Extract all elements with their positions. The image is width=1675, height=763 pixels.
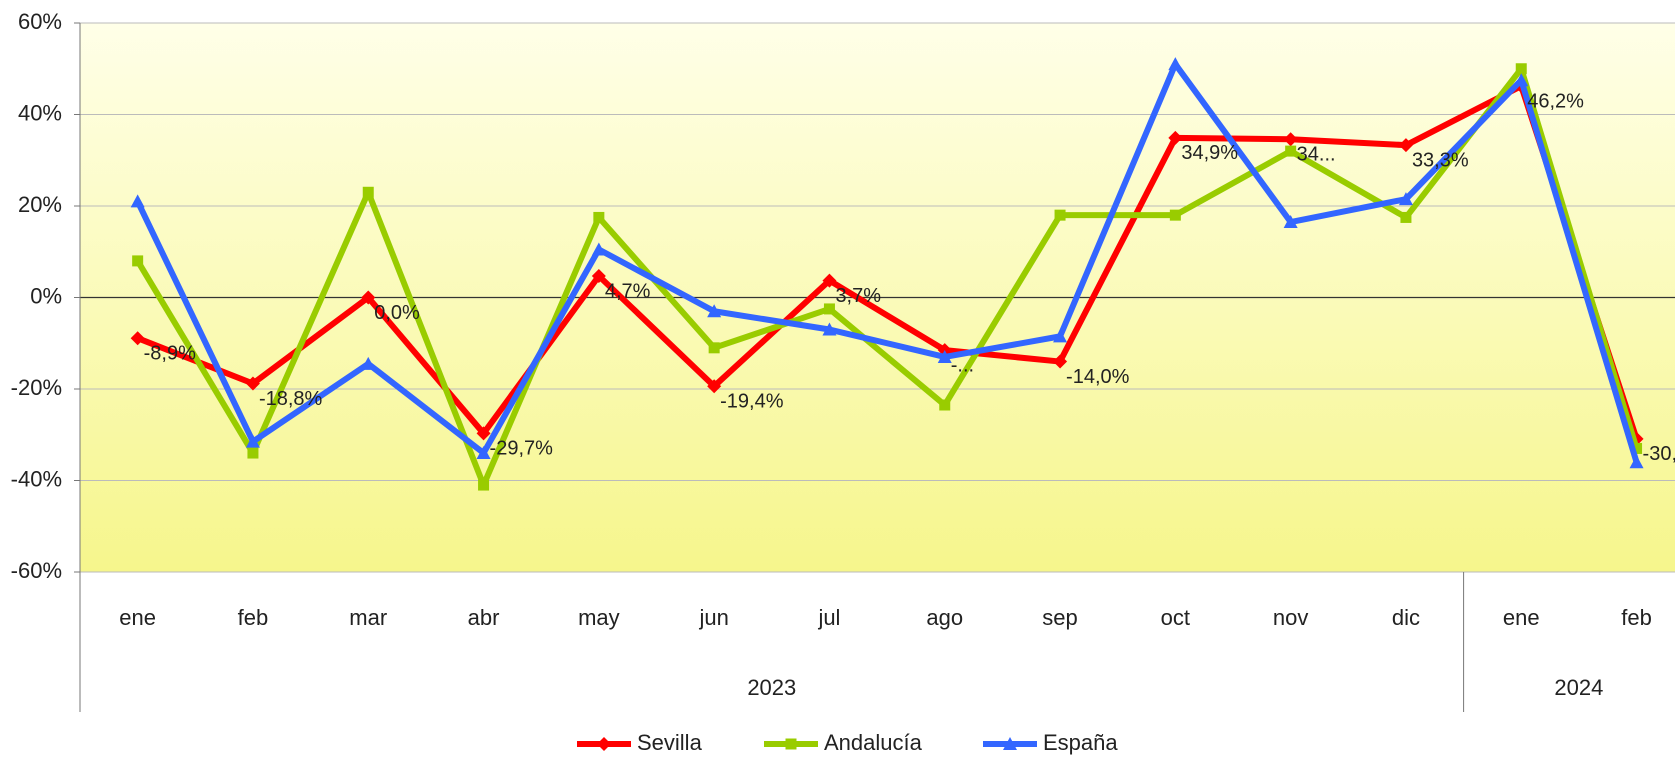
y-tick-label: 40% bbox=[18, 100, 62, 125]
data-label: -30,9% bbox=[1643, 443, 1675, 465]
legend-marker bbox=[597, 737, 611, 751]
x-tick-label: ago bbox=[926, 605, 963, 630]
point bbox=[823, 303, 835, 315]
point bbox=[245, 376, 260, 391]
data-label: 46,2% bbox=[1527, 90, 1584, 112]
data-label: -29,7% bbox=[490, 438, 554, 460]
data-label: -... bbox=[951, 354, 974, 376]
point bbox=[1168, 57, 1183, 71]
point bbox=[593, 211, 605, 223]
point bbox=[245, 434, 260, 448]
x-tick-label: feb bbox=[238, 605, 269, 630]
point bbox=[478, 479, 490, 491]
point bbox=[361, 290, 376, 305]
series-line bbox=[136, 83, 1640, 440]
legend-label: España bbox=[1043, 730, 1118, 755]
point bbox=[1629, 455, 1644, 469]
point bbox=[130, 331, 145, 346]
group-label: 2024 bbox=[1554, 675, 1603, 700]
point bbox=[822, 273, 837, 288]
x-tick-label: dic bbox=[1392, 605, 1420, 630]
point bbox=[937, 349, 952, 363]
point bbox=[707, 379, 722, 394]
point bbox=[707, 304, 722, 318]
y-tick-label: 0% bbox=[30, 283, 62, 308]
point bbox=[476, 446, 491, 460]
data-label: -19,4% bbox=[720, 391, 784, 413]
point bbox=[1285, 145, 1297, 157]
x-tick-label: sep bbox=[1042, 605, 1077, 630]
y-tick-label: -60% bbox=[11, 558, 62, 583]
point bbox=[1053, 354, 1068, 369]
point bbox=[1398, 138, 1413, 153]
data-label: 0,0% bbox=[374, 302, 420, 324]
data-label: 3,7% bbox=[835, 285, 881, 307]
x-tick-label: nov bbox=[1273, 605, 1308, 630]
x-tick-label: jul bbox=[817, 605, 840, 630]
point bbox=[1169, 209, 1181, 221]
point bbox=[591, 242, 606, 256]
point bbox=[1631, 442, 1643, 454]
data-label: 34... bbox=[1297, 143, 1336, 165]
point bbox=[362, 186, 374, 198]
y-tick-label: 60% bbox=[18, 9, 62, 34]
x-tick-label: mar bbox=[349, 605, 387, 630]
x-tick-label: feb bbox=[1621, 605, 1652, 630]
point bbox=[361, 356, 376, 370]
y-tick-label: -40% bbox=[11, 466, 62, 491]
point bbox=[132, 255, 144, 267]
x-tick-label: ene bbox=[119, 605, 156, 630]
point bbox=[1283, 215, 1298, 229]
series-line bbox=[134, 61, 1640, 464]
point bbox=[822, 322, 837, 336]
point bbox=[130, 194, 145, 208]
y-tick-label: -20% bbox=[11, 375, 62, 400]
x-tick-label: abr bbox=[468, 605, 500, 630]
point bbox=[476, 426, 491, 441]
data-label: 33,3% bbox=[1412, 149, 1469, 171]
point bbox=[939, 399, 951, 411]
legend-label: Sevilla bbox=[637, 730, 703, 755]
point bbox=[591, 268, 606, 283]
point bbox=[1400, 211, 1412, 223]
data-label: 4,7% bbox=[605, 280, 651, 302]
y-tick-label: 20% bbox=[18, 192, 62, 217]
legend-label: Andalucía bbox=[824, 730, 923, 755]
point bbox=[1514, 73, 1529, 87]
x-tick-label: ene bbox=[1503, 605, 1540, 630]
point bbox=[1515, 63, 1527, 75]
point bbox=[1053, 329, 1068, 343]
point bbox=[708, 342, 720, 354]
point bbox=[247, 447, 259, 459]
legend-marker bbox=[1003, 737, 1017, 750]
point bbox=[1283, 132, 1298, 147]
point bbox=[1168, 130, 1183, 145]
point bbox=[1054, 209, 1066, 221]
data-label: -14,0% bbox=[1066, 366, 1130, 388]
x-tick-label: oct bbox=[1161, 605, 1190, 630]
series-line bbox=[135, 65, 1640, 489]
x-tick-label: may bbox=[578, 605, 620, 630]
data-label: -8,9% bbox=[144, 342, 196, 364]
x-tick-label: jun bbox=[698, 605, 728, 630]
group-label: 2023 bbox=[747, 675, 796, 700]
data-label: -18,8% bbox=[259, 388, 323, 410]
legend-marker bbox=[785, 738, 797, 750]
data-label: 34,9% bbox=[1181, 142, 1238, 164]
point bbox=[1398, 192, 1413, 206]
